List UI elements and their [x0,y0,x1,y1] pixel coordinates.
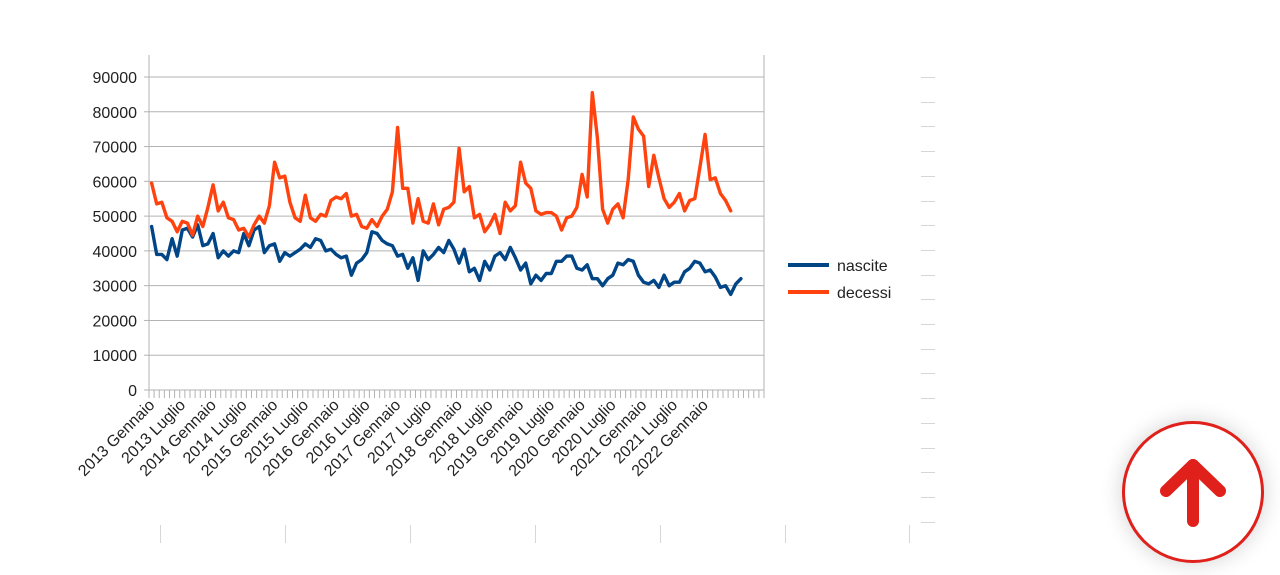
series-line-nascite [149,223,743,297]
decorative-dash [921,249,935,251]
decorative-dash [921,101,935,103]
decorative-dash [921,348,935,350]
decorative-vertical-tick [660,525,661,543]
gridlines [149,76,764,356]
y-tick-label: 60000 [93,174,138,191]
legend: nascite decessi [788,258,891,302]
y-tick-label: 30000 [93,279,138,296]
decorative-vertical-tick [285,525,286,543]
y-tick-label: 0 [128,383,137,400]
scroll-to-top-button[interactable] [1122,421,1264,563]
decorative-vertical-tick [160,525,161,543]
decorative-dash [921,422,935,424]
y-tick-label: 80000 [93,105,138,122]
legend-label-nascite: nascite [837,258,888,275]
decorative-dash [921,225,935,227]
decorative-vertical-tick [410,525,411,543]
y-tick-label: 50000 [93,209,138,226]
y-tick-label: 10000 [93,348,138,365]
decorative-vertical-tick [785,525,786,543]
y-tick-label: 90000 [93,70,138,87]
decorative-vertical-tick [535,525,536,543]
decorative-dash [921,200,935,202]
legend-label-decessi: decessi [837,285,891,302]
decorative-dash [921,447,935,449]
decorative-dash [921,77,935,78]
arrow-up-icon [1160,459,1226,527]
y-tick-label: 20000 [93,313,138,330]
decorative-dash [921,274,935,276]
decorative-dash [921,299,935,301]
decorative-dash [921,373,935,375]
decorative-dash [921,126,935,128]
y-tick-label: 70000 [93,140,138,157]
series-lines [149,90,743,297]
decorative-dash [921,324,935,325]
series-line-decessi [149,90,733,239]
decorative-dash [921,521,935,523]
decorative-dash [921,175,935,177]
decorative-dash [921,496,935,498]
decorative-dash [921,472,935,474]
y-tick-label: 40000 [93,244,138,261]
decorative-dash [921,398,935,400]
decorative-dash [921,151,935,153]
decorative-vertical-tick [909,525,910,543]
